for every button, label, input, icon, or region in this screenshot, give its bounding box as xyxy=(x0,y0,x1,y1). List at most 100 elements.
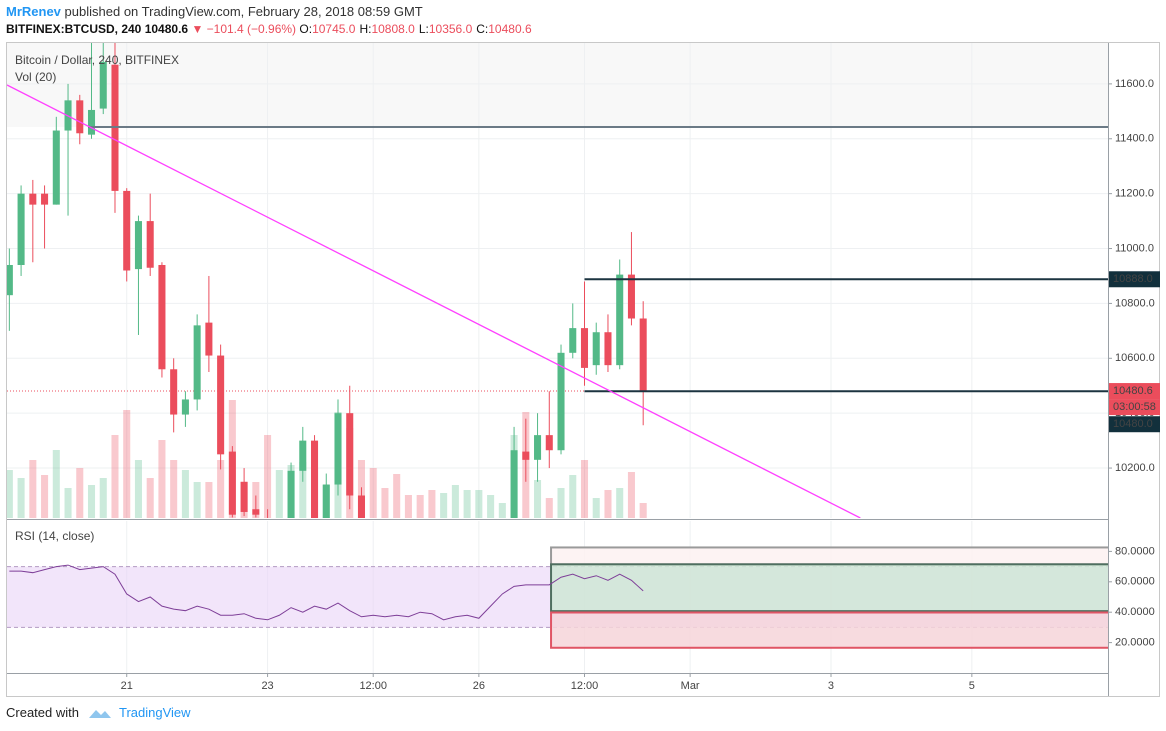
volume-bar xyxy=(416,495,424,518)
volume-bar xyxy=(205,482,213,518)
ohlc-value: 10356.0 xyxy=(428,22,473,36)
rsi-zone xyxy=(550,546,1108,566)
rsi-pane xyxy=(7,521,1108,673)
candle-body xyxy=(52,130,60,205)
created-with: Created with xyxy=(6,705,79,720)
countdown-bg xyxy=(1109,399,1160,416)
candle-body xyxy=(522,451,530,460)
candle-body xyxy=(87,109,96,135)
volume-bar xyxy=(181,470,189,518)
x-tick-label: 26 xyxy=(473,680,485,692)
volume-bar xyxy=(428,490,436,518)
x-tick-label: 21 xyxy=(121,680,133,692)
candle-body xyxy=(205,322,213,356)
candle-body xyxy=(181,399,189,415)
ohlc-key: O: xyxy=(299,22,313,36)
trendline xyxy=(7,84,861,518)
rsi-line xyxy=(9,564,644,621)
volume-bar xyxy=(381,488,389,518)
candle-body xyxy=(510,450,518,518)
volume-bar xyxy=(440,493,448,518)
price-label-bg xyxy=(1109,383,1160,400)
candle-body xyxy=(569,328,577,353)
candle-body xyxy=(170,369,178,415)
volume-bar xyxy=(52,450,60,518)
volume-bar xyxy=(217,460,225,518)
ohlc-key: L: xyxy=(418,22,429,36)
author[interactable]: MrRenev xyxy=(6,4,61,19)
candle-body xyxy=(299,440,307,471)
volume-bar xyxy=(111,435,119,518)
candle-body xyxy=(252,509,260,515)
candle-body xyxy=(76,100,84,134)
ohlc-value: 10808.0 xyxy=(371,22,415,36)
volume-bar xyxy=(569,475,577,518)
volume-bar xyxy=(534,480,542,518)
volume-bar xyxy=(76,468,84,518)
volume-bar xyxy=(264,435,272,518)
candle-body xyxy=(639,318,647,392)
x-tick-label: 23 xyxy=(261,680,273,692)
x-tick-label: Mar xyxy=(681,680,700,692)
ohlc-key: H: xyxy=(359,22,372,36)
y-tick-label: 11400.0 xyxy=(1115,133,1154,145)
y-tick-label: 11600.0 xyxy=(1115,78,1154,90)
footer: Created with TradingView xyxy=(6,705,191,720)
price-label-bg xyxy=(1109,271,1160,288)
price-label: 10480.0 xyxy=(1113,418,1153,430)
volume-bar xyxy=(146,478,154,518)
volume-bar xyxy=(134,460,142,518)
change: ▼ −101.4 (−0.96%) xyxy=(191,22,297,36)
candle-body xyxy=(557,352,565,451)
ohlc-key: C: xyxy=(476,22,489,36)
pane-title: Bitcoin / Dollar, 240, BITFINEX xyxy=(15,53,179,67)
candle-body xyxy=(99,61,107,109)
candle-body xyxy=(580,328,589,368)
x-tick-label: 5 xyxy=(969,680,975,692)
volume-bar xyxy=(627,472,635,518)
candle-body xyxy=(240,481,248,512)
published: published on TradingView.com, February 2… xyxy=(64,4,423,19)
candle-body xyxy=(534,435,542,460)
candle-body xyxy=(604,332,612,366)
volume-bar xyxy=(404,495,412,518)
rsi-zone xyxy=(550,611,1108,649)
candle-body xyxy=(627,274,635,319)
volume-bar xyxy=(99,478,107,518)
candle-body xyxy=(357,495,366,518)
ohlc-value: 10745.0 xyxy=(312,22,356,36)
y-tick-label: 60.0000 xyxy=(1115,576,1155,588)
volume-title: Vol (20) xyxy=(15,70,56,84)
candle-body xyxy=(322,484,330,518)
chart: 212312:002612:00Mar3510200.010400.010600… xyxy=(6,42,1160,697)
rsi-zone xyxy=(550,563,1108,613)
y-tick-label: 10800.0 xyxy=(1115,297,1155,309)
volume-bar xyxy=(193,482,201,518)
volume-bar xyxy=(604,490,612,518)
candle-body xyxy=(41,193,49,205)
ohlc: O:10745.0 H:10808.0 L:10356.0 C:10480.6 xyxy=(299,22,535,36)
candle-body xyxy=(158,264,166,370)
volume-bar xyxy=(557,488,565,518)
candle-body xyxy=(228,451,236,515)
candle-body xyxy=(17,193,25,265)
rsi-title: RSI (14, close) xyxy=(15,529,94,543)
symbol: BITFINEX:BTCUSD, 240 xyxy=(6,22,142,36)
y-tick-label: 10600.0 xyxy=(1115,352,1155,364)
volume-bar xyxy=(170,460,178,518)
header-line: MrRenev published on TradingView.com, Fe… xyxy=(6,4,423,19)
volume-bar xyxy=(393,474,401,518)
candle-body xyxy=(592,332,600,366)
volume-bar xyxy=(463,490,471,518)
volume-bar xyxy=(639,503,647,518)
candle-body xyxy=(193,325,201,400)
volume-bar xyxy=(299,462,307,518)
price-pane xyxy=(7,43,1108,518)
volume-bar xyxy=(275,470,283,518)
price-label: 10888.0 xyxy=(1113,273,1153,285)
candle-body xyxy=(334,413,342,485)
x-tick-label: 3 xyxy=(828,680,834,692)
brand[interactable]: TradingView xyxy=(118,705,191,720)
y-tick-label: 20.0000 xyxy=(1115,637,1155,649)
